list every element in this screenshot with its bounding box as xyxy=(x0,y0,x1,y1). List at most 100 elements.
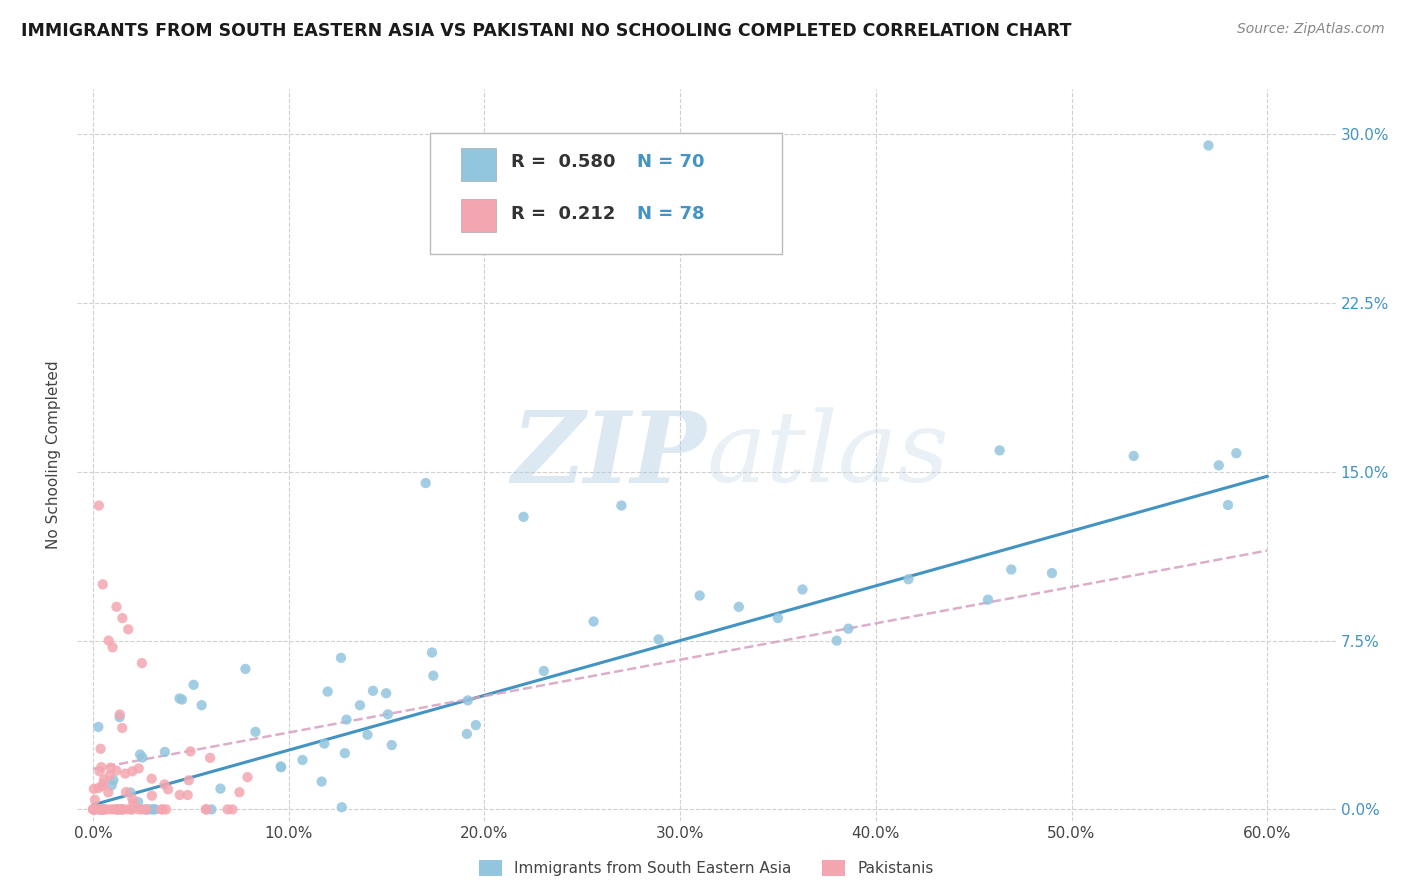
Point xyxy=(1040,566,1063,580)
Point xyxy=(110,802,132,816)
Point xyxy=(131,656,153,670)
Point xyxy=(533,664,555,678)
Point xyxy=(127,795,149,809)
Point xyxy=(217,802,239,816)
Point xyxy=(121,802,143,816)
Point xyxy=(120,785,142,799)
Point xyxy=(121,792,143,806)
Point xyxy=(122,796,145,810)
Point xyxy=(689,589,711,603)
Point xyxy=(90,741,112,756)
Point xyxy=(136,802,159,816)
Point xyxy=(190,698,212,713)
Point xyxy=(93,777,115,791)
Point xyxy=(194,802,217,816)
Point xyxy=(837,622,859,636)
Point xyxy=(209,781,232,796)
Point xyxy=(128,802,150,816)
Text: N = 78: N = 78 xyxy=(637,204,704,222)
Point xyxy=(377,707,399,722)
Point xyxy=(105,802,128,816)
Point xyxy=(129,747,152,762)
Point xyxy=(316,684,339,698)
Point xyxy=(131,750,153,764)
Point xyxy=(97,785,120,799)
Point xyxy=(121,764,143,779)
Point xyxy=(103,773,125,788)
Point xyxy=(245,724,267,739)
Point xyxy=(110,802,132,816)
Point xyxy=(105,599,128,614)
Point xyxy=(111,611,134,625)
Point xyxy=(141,772,163,786)
Point xyxy=(420,646,443,660)
Point xyxy=(183,678,205,692)
Point xyxy=(228,785,250,799)
Point xyxy=(97,633,120,648)
Point xyxy=(139,802,162,816)
Point xyxy=(291,753,314,767)
Point xyxy=(169,691,191,706)
Point xyxy=(176,788,198,802)
Point xyxy=(152,802,174,816)
Point xyxy=(270,759,292,773)
Point xyxy=(1216,498,1239,512)
Point xyxy=(977,592,1000,607)
Point xyxy=(988,443,1011,458)
Point xyxy=(1122,449,1144,463)
Point xyxy=(93,772,115,787)
Point xyxy=(108,710,131,724)
Point xyxy=(128,761,150,775)
Point xyxy=(98,768,121,782)
Point xyxy=(87,780,110,795)
Point xyxy=(112,802,135,816)
Point xyxy=(84,802,107,816)
Point xyxy=(179,744,201,758)
Point xyxy=(456,727,478,741)
Point xyxy=(83,802,105,816)
Point xyxy=(333,746,356,760)
Point xyxy=(82,802,104,816)
Point xyxy=(236,770,259,784)
Point xyxy=(107,802,129,816)
Point xyxy=(361,683,384,698)
Point xyxy=(89,802,111,816)
Point xyxy=(1198,138,1220,153)
Point xyxy=(141,789,163,803)
Point xyxy=(647,632,669,647)
Point xyxy=(512,509,534,524)
Point xyxy=(235,662,257,676)
Point xyxy=(90,760,112,774)
Point xyxy=(114,766,136,780)
Point xyxy=(311,774,333,789)
Point xyxy=(142,802,165,816)
Point xyxy=(464,718,486,732)
Point xyxy=(83,802,105,816)
Point xyxy=(82,802,104,816)
Point xyxy=(83,793,105,807)
Point xyxy=(381,738,404,752)
Point xyxy=(195,802,218,816)
Text: N = 70: N = 70 xyxy=(637,153,704,171)
Point xyxy=(104,802,127,816)
Point xyxy=(107,802,129,816)
Point xyxy=(766,611,789,625)
Point xyxy=(108,707,131,722)
Bar xyxy=(461,148,496,180)
Point xyxy=(91,802,114,816)
Point xyxy=(330,650,353,665)
Point xyxy=(117,623,139,637)
Point xyxy=(111,802,134,816)
Point xyxy=(198,751,221,765)
Point xyxy=(270,760,292,774)
Point xyxy=(87,720,110,734)
Point xyxy=(131,802,153,816)
Point xyxy=(153,745,176,759)
Point xyxy=(314,737,336,751)
Point xyxy=(117,802,139,816)
Point xyxy=(135,802,157,816)
Point xyxy=(169,788,191,802)
Point xyxy=(89,802,111,816)
Point xyxy=(89,802,111,816)
Point xyxy=(143,802,166,816)
